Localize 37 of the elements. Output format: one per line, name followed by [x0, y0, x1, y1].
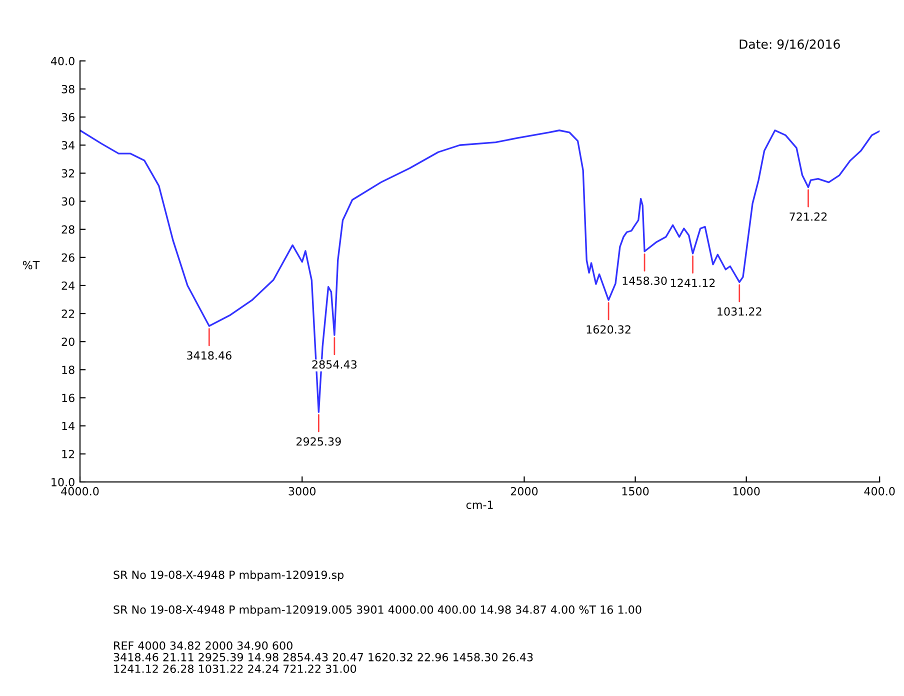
y-tick-label: 24: [62, 281, 75, 290]
y-tick-label: 22: [62, 310, 74, 318]
annotation: 2854.43: [312, 360, 357, 369]
y-tick-label: 18: [62, 366, 74, 374]
x-tick-label: 4000.0: [61, 487, 99, 496]
line-series: [80, 130, 880, 413]
text: REF 4000 34.82 2000 34.90 600 3418.46 21.11 2925.39 14.98 2854.43 20.47 1620.32 22.96 1458.30 26.43 1241.12 26.28 1031.22 24.24 721.22 31.00: [114, 641, 533, 673]
y-tick-label: 40.0: [50, 56, 74, 66]
annotation: 1031.22: [718, 307, 762, 316]
annotation: 3418.46: [187, 351, 232, 360]
annotation: 721.22: [790, 212, 827, 221]
text: Date: 9/16/2016: [740, 39, 840, 50]
y-tick-label: 20: [62, 338, 74, 346]
x-tick-label: 1500: [622, 487, 649, 496]
y-tick-label: 38: [62, 84, 74, 94]
annotation: 2925.39: [296, 437, 341, 446]
y-tick-label: 28: [62, 225, 74, 234]
y-tick-label: 14: [62, 422, 75, 430]
text: SR No 19-08-X-4948 P mbpam-120919.005 3901 4000.00 400.00 14.98 34.87 4.00 %T 16 1.00: [114, 605, 642, 616]
x-tick-label: 3000: [288, 487, 316, 496]
x-tick-label: 2000: [510, 487, 538, 496]
y-tick-label: 26: [62, 253, 74, 262]
text: SR No 19-08-X-4948 P mbpam-120919.sp: [114, 570, 344, 582]
y-tick-label: 16: [62, 394, 74, 402]
y-axis-title: %T: [22, 260, 40, 270]
x-axis-title: cm-1: [466, 500, 493, 509]
y-tick-label: 30: [62, 197, 74, 206]
y-tick-label: 32: [62, 169, 74, 178]
x-tick-label: 1000: [733, 487, 760, 496]
annotation: 1620.32: [586, 325, 630, 334]
y-tick-label: 36: [62, 113, 74, 122]
x-tick-label: 400.0: [864, 487, 895, 496]
y-tick-label: 10.0: [52, 478, 74, 486]
annotation: 1241.12: [671, 278, 715, 287]
y-tick-label: 34: [62, 141, 75, 150]
y-tick-label: 12: [62, 450, 74, 458]
annotation: 1458.30: [622, 276, 667, 285]
